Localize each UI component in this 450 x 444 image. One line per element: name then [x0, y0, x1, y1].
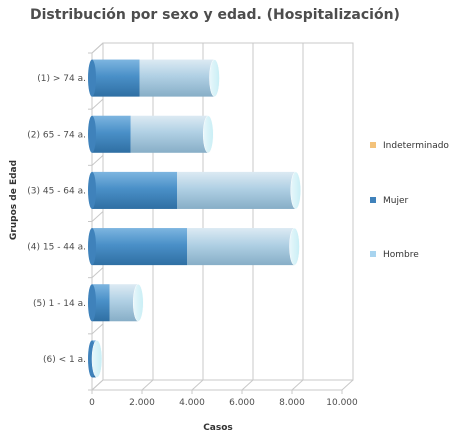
- y-tick-label: (3) 45 - 64 a.: [27, 186, 86, 196]
- legend-swatch-indeterminado: [370, 142, 376, 148]
- x-tick-label: 2.000: [129, 398, 155, 408]
- y-axis-title: Grupos de Edad: [9, 160, 19, 240]
- legend-label: Indeterminado: [383, 141, 449, 151]
- bars: [88, 59, 301, 378]
- bar-mujer: [92, 59, 140, 97]
- bar-end-cap: [290, 171, 301, 210]
- bar-hombre: [130, 115, 209, 153]
- x-tick-label: 6.000: [229, 398, 255, 408]
- bar-mujer: [92, 171, 177, 209]
- bar-start-cap: [88, 59, 96, 97]
- legend: Indeterminado Mujer Hombre: [370, 141, 449, 260]
- x-tick-label: 0: [89, 398, 95, 408]
- legend-swatch-mujer: [370, 197, 376, 203]
- category-separator: [91, 267, 104, 279]
- x-tick-label: 8.000: [279, 398, 305, 408]
- y-tick-label: (6) < 1 a.: [43, 355, 86, 365]
- bar-mujer: [92, 115, 131, 153]
- y-axis-ticks: (1) > 74 a. (2) 65 - 74 a. (3) 45 - 64 a. (…: [27, 74, 86, 365]
- legend-label: Hombre: [383, 250, 419, 260]
- bar-hombre: [177, 171, 296, 209]
- floor-line: [191, 379, 204, 391]
- category-separator: [91, 379, 104, 391]
- bar-end-cap: [91, 340, 103, 378]
- category-separator: [91, 323, 104, 335]
- bar-end-cap: [203, 115, 214, 154]
- floor-line: [291, 379, 304, 391]
- category-separator: [91, 98, 104, 110]
- legend-label: Mujer: [383, 196, 409, 206]
- y-tick-label: (1) > 74 a.: [37, 74, 86, 84]
- plot-grid: [88, 42, 354, 391]
- legend-swatch-hombre: [370, 251, 376, 257]
- bar-hombre: [139, 59, 215, 97]
- x-tick-label: 10.000: [326, 398, 358, 408]
- floor-line: [341, 379, 354, 391]
- y-tick-label: (5) 1 - 14 a.: [33, 299, 86, 309]
- x-axis-title: Casos: [203, 423, 233, 433]
- floor-line: [141, 379, 154, 391]
- category-separator: [91, 211, 104, 222]
- chart-title: Distribución por sexo y edad. (Hospitali…: [30, 7, 400, 23]
- bar-end-cap: [209, 59, 220, 97]
- bar-hombre: [187, 228, 295, 266]
- y-tick-label: (2) 65 - 74 a.: [27, 130, 86, 140]
- bar-end-cap: [133, 283, 144, 322]
- bar-start-cap: [88, 115, 96, 153]
- y-tick-label: (4) 15 - 44 a.: [27, 243, 86, 253]
- bar-mujer: [92, 284, 110, 322]
- x-axis-ticks: 0 2.000 4.000 6.000 8.000 10.000: [89, 390, 358, 408]
- floor-line: [241, 379, 254, 391]
- category-separator: [91, 42, 104, 54]
- bar-start-cap: [88, 284, 96, 322]
- category-separator: [91, 154, 104, 166]
- x-tick-label: 4.000: [179, 398, 205, 408]
- bar-start-cap: [88, 171, 96, 209]
- bar-mujer: [92, 228, 187, 266]
- bar-end-cap: [289, 227, 300, 266]
- bar-start-cap: [88, 228, 96, 266]
